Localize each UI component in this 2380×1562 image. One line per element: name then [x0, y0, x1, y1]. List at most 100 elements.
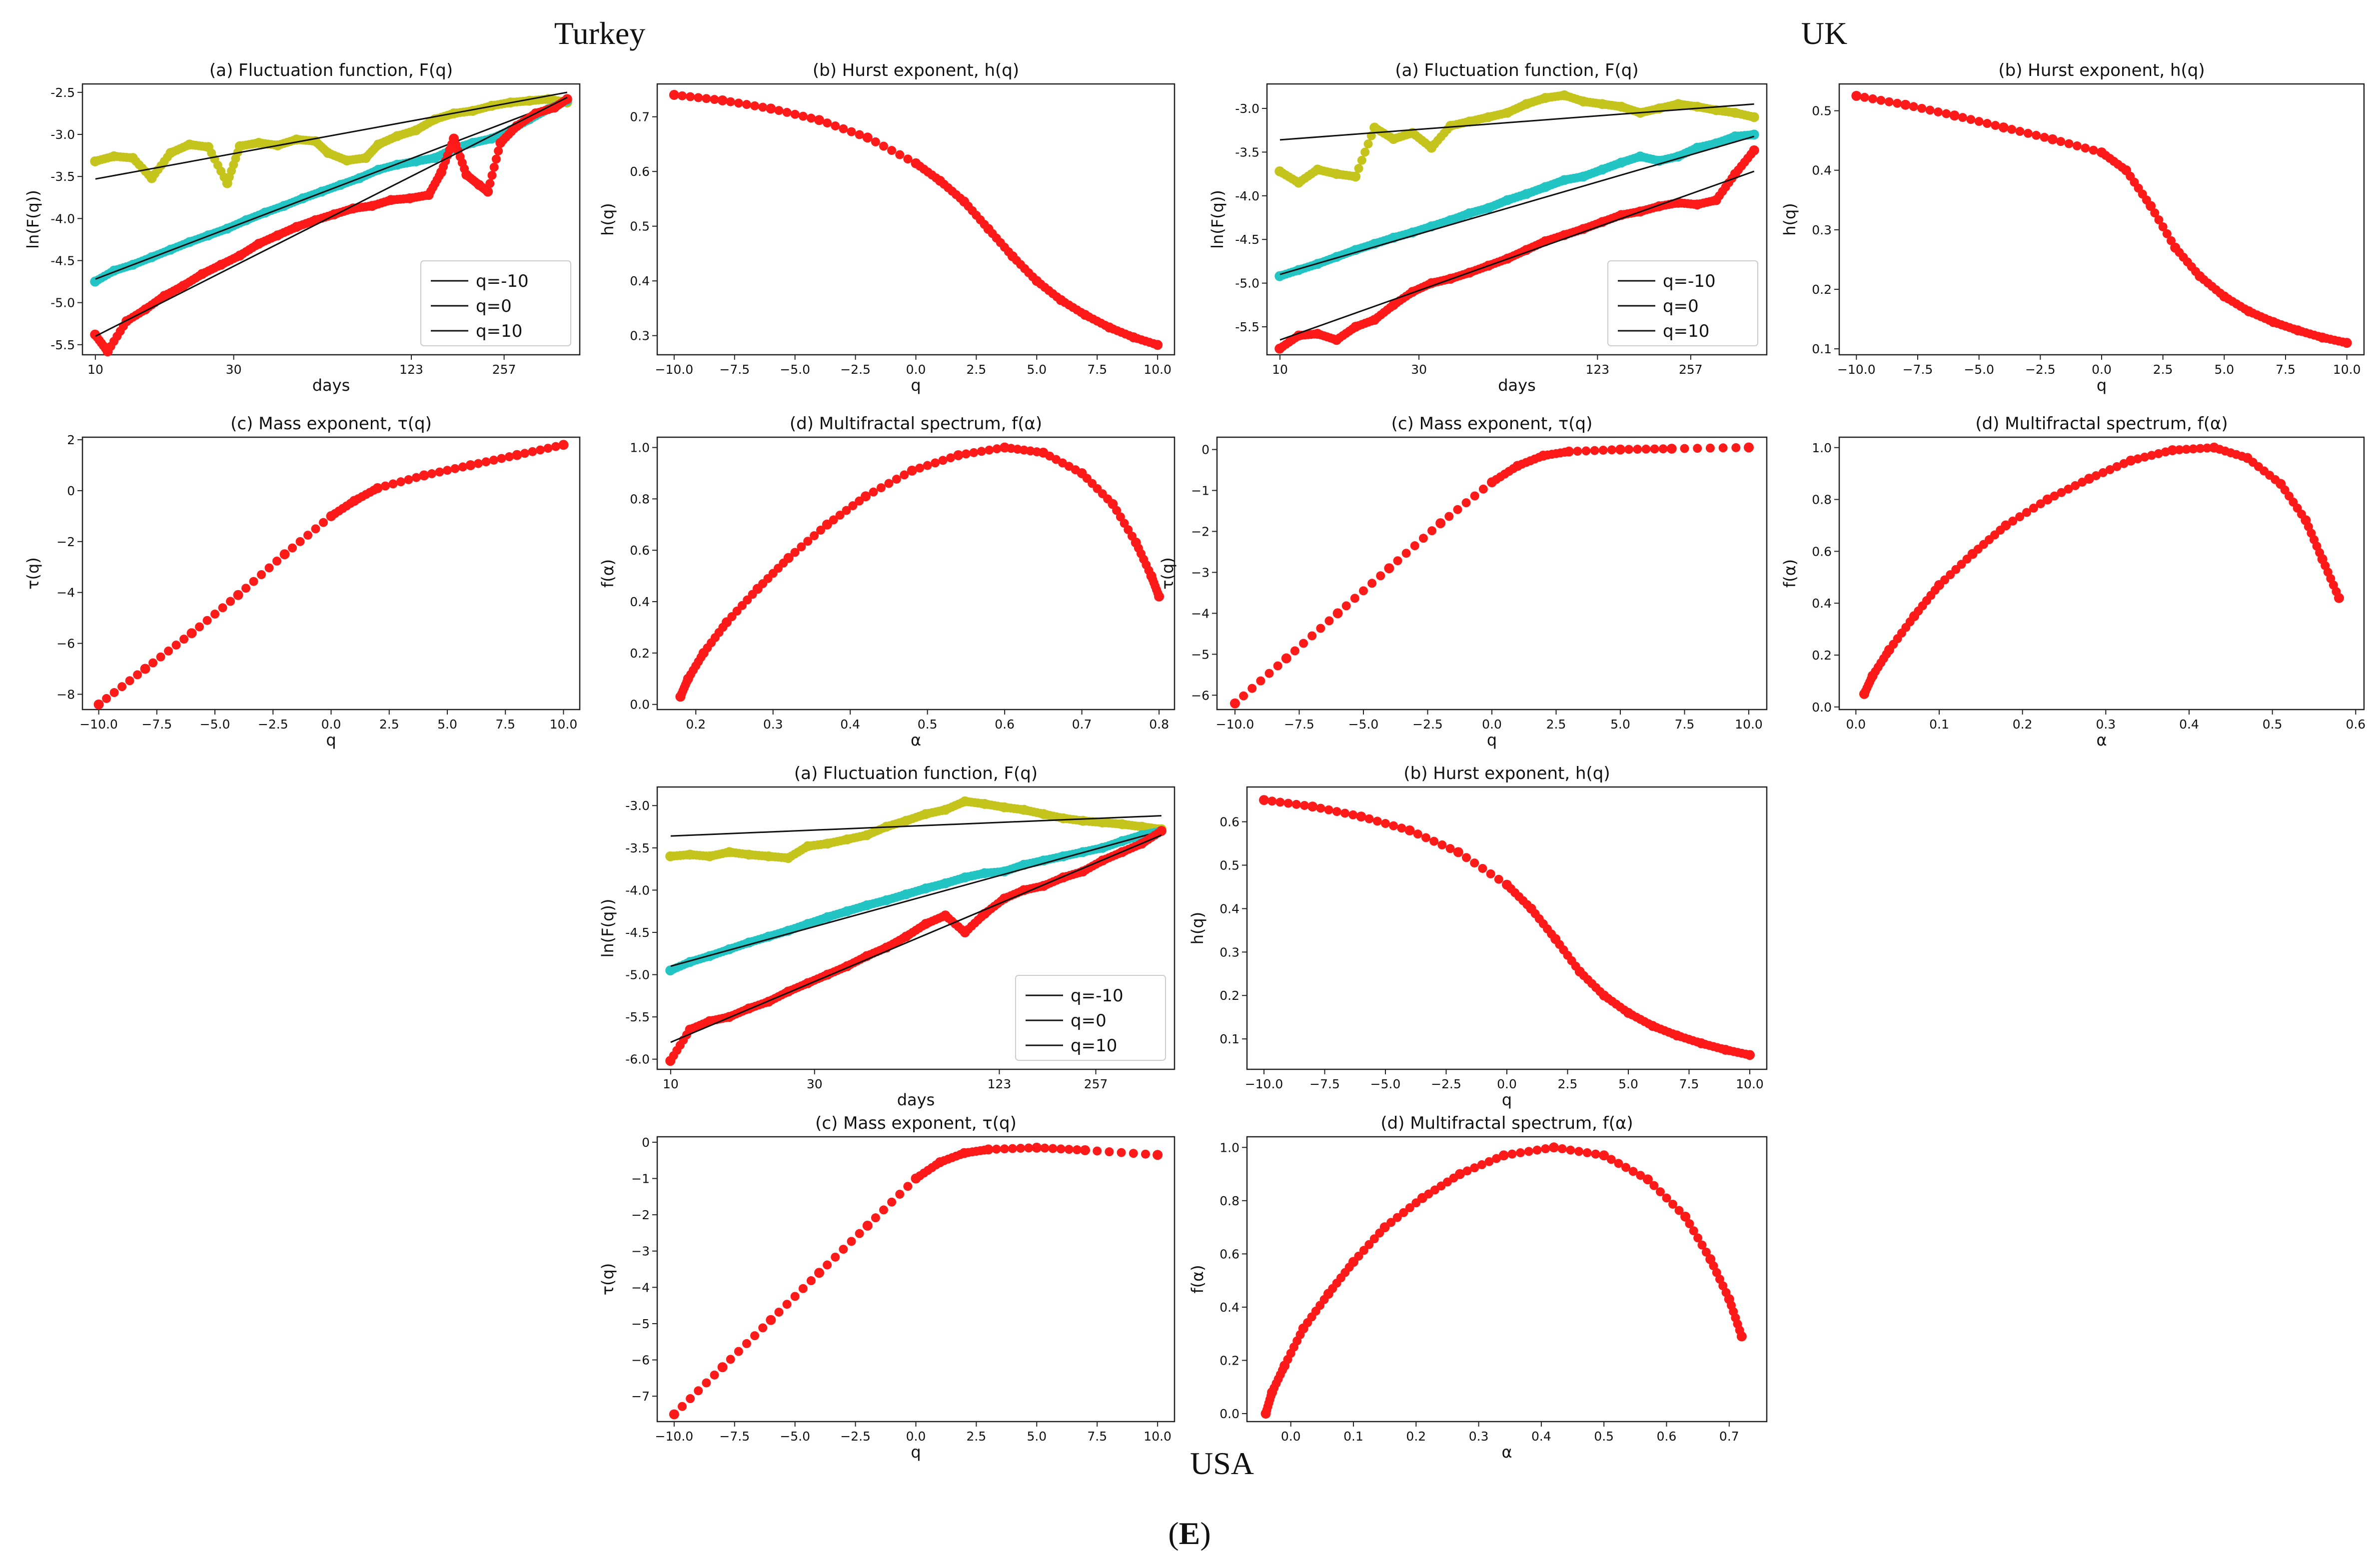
data-point — [512, 450, 522, 460]
x-tick-label: 10.0 — [2333, 362, 2361, 377]
panel-usa-d: (d) Multifractal spectrum, f(α) 0.0 0.1 0.2… — [1188, 1113, 1768, 1462]
data-point-interp — [879, 141, 889, 151]
series-red — [1851, 90, 2352, 348]
data-point — [861, 491, 871, 502]
data-point — [717, 1362, 728, 1373]
data-point-interp — [319, 518, 328, 527]
y-tick-label: -5.5 — [1235, 320, 1259, 334]
x-tick-label: 7.5 — [495, 717, 515, 732]
y-tick-label: 0.8 — [630, 492, 650, 506]
data-point-interp — [1541, 1144, 1550, 1153]
data-point — [1998, 122, 2009, 132]
panel-title: (b) Hurst exponent, h(q) — [813, 60, 1019, 80]
series-red — [1260, 1142, 1747, 1419]
y-tick-label: −7 — [631, 1389, 650, 1404]
data-point-interp — [726, 97, 735, 106]
y-tick-label: −8 — [56, 687, 75, 702]
data-point-interp — [876, 483, 886, 493]
data-point-interp — [829, 515, 838, 525]
data-point-interp — [435, 467, 444, 477]
data-point — [1749, 145, 1759, 155]
data-point-interp — [677, 91, 687, 100]
data-point-interp — [2023, 128, 2033, 138]
x-tick-label: 30 — [807, 1077, 823, 1091]
x-tick-label: 0.6 — [995, 717, 1015, 732]
legend-entry: q=10 — [1071, 1036, 1117, 1056]
y-tick-label: 0.2 — [630, 646, 650, 661]
x-tick-label: 0.3 — [1469, 1429, 1489, 1444]
y-tick-label: 0.2 — [1219, 988, 1239, 1003]
data-point-interp — [1705, 443, 1715, 453]
data-point-interp — [900, 470, 909, 480]
y-tick-label: 2 — [67, 433, 75, 447]
data-point-interp — [1486, 869, 1495, 878]
x-tick-label: 10.0 — [1736, 1077, 1764, 1091]
data-point — [2047, 134, 2058, 144]
y-tick-label: −4 — [1191, 606, 1209, 621]
data-point-interp — [797, 542, 806, 552]
y-tick-label: -4.5 — [50, 253, 75, 268]
fit-line — [1279, 135, 1755, 275]
data-point-interp — [1399, 1208, 1408, 1217]
data-point-interp — [1566, 1145, 1575, 1155]
data-point — [1642, 1174, 1653, 1185]
data-point-interp — [1582, 1148, 1592, 1157]
data-point-interp — [702, 94, 711, 103]
x-tick-label: 5.0 — [1610, 717, 1630, 732]
data-point-interp — [1868, 94, 1878, 103]
y-tick-label: -5.0 — [625, 968, 650, 982]
data-point-interp — [823, 118, 832, 128]
x-axis-label: days — [897, 1090, 935, 1109]
data-point-interp — [2072, 141, 2082, 150]
data-point-interp — [2158, 222, 2168, 231]
y-tick-label: 0.4 — [1812, 596, 1832, 611]
x-tick-label: 257 — [492, 362, 516, 377]
data-point — [483, 186, 493, 197]
data-point-interp — [2162, 229, 2172, 238]
axes-frame — [656, 786, 1176, 1070]
data-point-interp — [1324, 616, 1334, 626]
x-tick-label: 0.0 — [1846, 717, 1866, 732]
data-point-interp — [2057, 488, 2066, 497]
data-point-interp — [1624, 445, 1634, 454]
x-tick-label: 10.0 — [1144, 1429, 1172, 1444]
y-tick-label: −3 — [1191, 565, 1209, 580]
figure-caption: (E) — [1168, 1516, 1210, 1551]
data-point-interp — [1093, 1146, 1102, 1156]
series-red — [1274, 145, 1759, 354]
data-point — [766, 1315, 776, 1325]
data-point-interp — [686, 1394, 695, 1404]
data-point-interp — [694, 1386, 703, 1396]
data-point-interp — [1056, 1144, 1066, 1154]
data-point-interp — [2081, 143, 2090, 153]
data-point-interp — [1674, 1206, 1684, 1215]
data-point-interp — [806, 1276, 816, 1286]
data-point — [140, 664, 150, 674]
data-point-interp — [1357, 155, 1366, 165]
data-point-interp — [823, 1260, 832, 1270]
x-tick-label: 10 — [1272, 362, 1288, 377]
x-axis-label: α — [911, 731, 921, 750]
data-point-interp — [1307, 631, 1317, 641]
data-point-interp — [1680, 444, 1689, 453]
data-point-interp — [1405, 1203, 1414, 1213]
data-point-interp — [164, 646, 173, 656]
data-point-interp — [489, 455, 498, 465]
data-point-interp — [1925, 105, 1935, 115]
x-tick-label: −5.0 — [1964, 362, 1994, 377]
x-tick-label: −2.5 — [258, 717, 288, 732]
data-point — [1229, 698, 1240, 709]
data-point — [1404, 825, 1415, 835]
x-tick-label: −7.5 — [719, 1429, 750, 1444]
data-point-interp — [1693, 444, 1702, 453]
data-point-interp — [855, 1229, 864, 1238]
x-tick-label: −5.0 — [200, 717, 230, 732]
data-point-interp — [1427, 526, 1437, 536]
x-tick-label: 0.6 — [2346, 717, 2366, 732]
data-point-interp — [491, 154, 501, 164]
x-tick-label: 7.5 — [1087, 362, 1107, 377]
data-point — [372, 483, 383, 493]
y-tick-label: 0.8 — [1219, 1194, 1239, 1208]
panel-uk-b: (b) Hurst exponent, h(q) −10.0 −7.5 −5.0 −2.… — [1780, 60, 2365, 395]
